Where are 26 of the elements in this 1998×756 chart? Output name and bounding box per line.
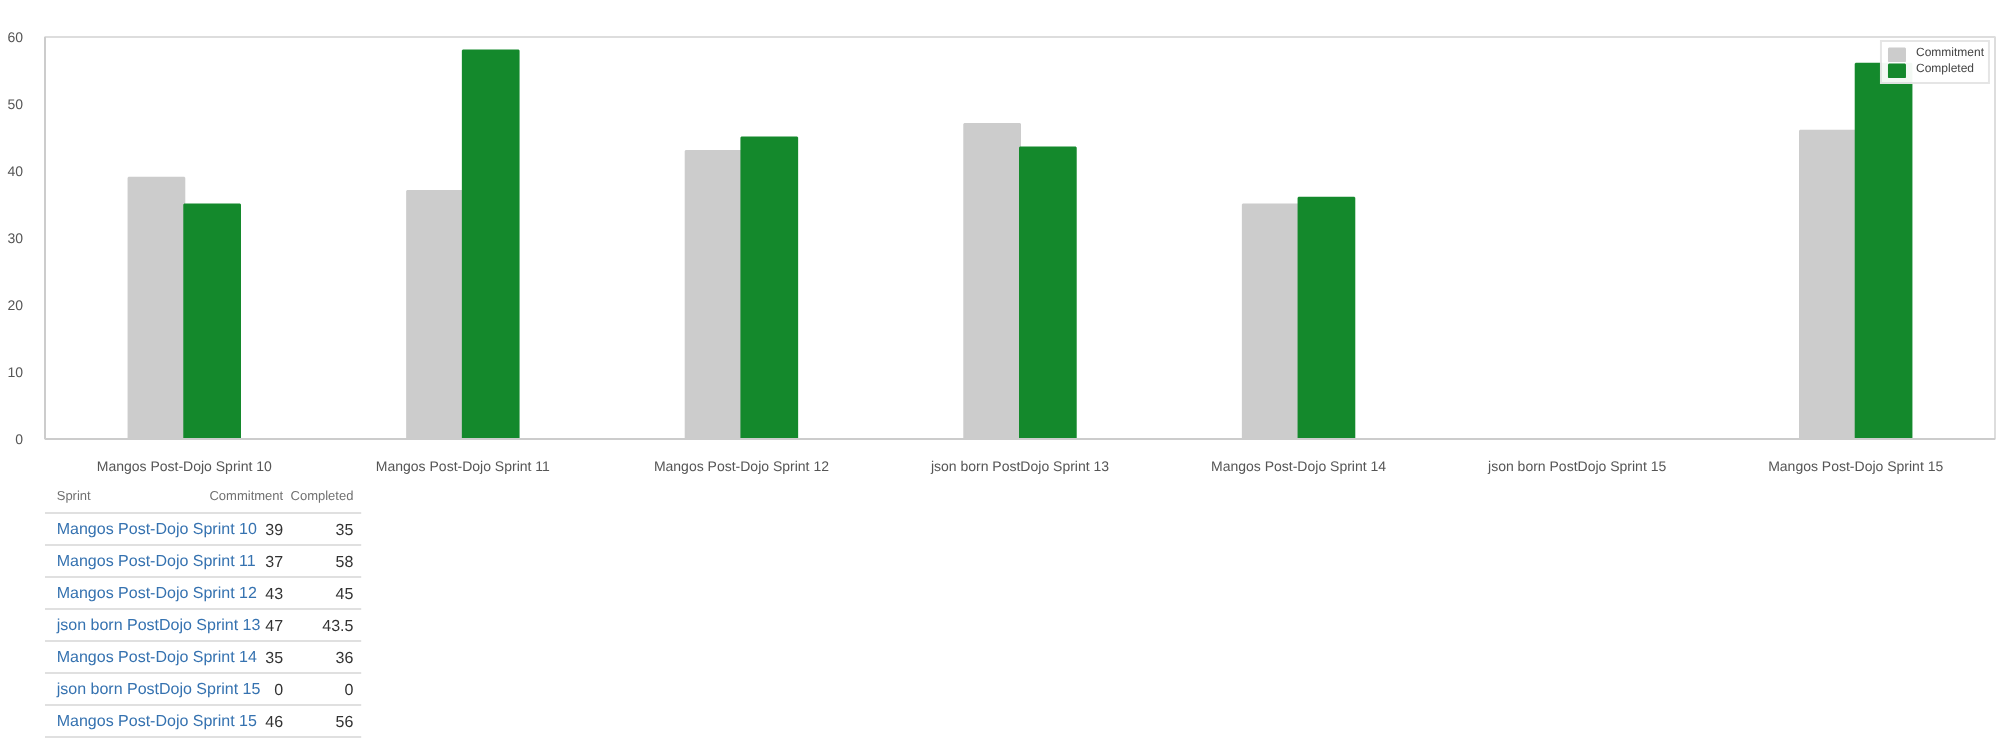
data-label: 45 xyxy=(335,585,355,603)
y-tick-label: Mangos Post-Dojo Sprint 11 xyxy=(56,552,257,570)
bar xyxy=(183,203,241,439)
bar xyxy=(461,49,520,439)
bar xyxy=(1019,146,1077,439)
data-label: 43 xyxy=(265,585,285,603)
data-label: 58 xyxy=(335,553,355,571)
data-label: 56 xyxy=(335,713,355,731)
y-tick-label: json born PostDojo Sprint 13 xyxy=(54,616,262,634)
y-tick-label: Mangos Post-Dojo Sprint 12 xyxy=(56,584,258,602)
y-tick-label: Mangos Post-Dojo Sprint 10 xyxy=(56,520,258,538)
data-label: 39 xyxy=(265,521,285,539)
bar xyxy=(740,136,799,439)
y-tick-label: Mangos Post-Dojo Sprint 15 xyxy=(56,712,258,730)
data-label: 36 xyxy=(335,649,355,667)
y-tick-label: Mangos Post-Dojo Sprint 14 xyxy=(56,648,258,666)
data-label: 35 xyxy=(335,521,355,539)
data-label: 37 xyxy=(265,553,285,571)
data-label: 35 xyxy=(265,649,285,667)
bar xyxy=(1297,196,1356,439)
data-label: 46 xyxy=(265,713,285,731)
data-label: 0 xyxy=(344,681,355,699)
data-label: 0 xyxy=(274,681,285,699)
data-label: 47 xyxy=(265,617,285,635)
data-label: 43.5 xyxy=(322,617,355,635)
y-tick-label: json born PostDojo Sprint 15 xyxy=(54,680,262,698)
